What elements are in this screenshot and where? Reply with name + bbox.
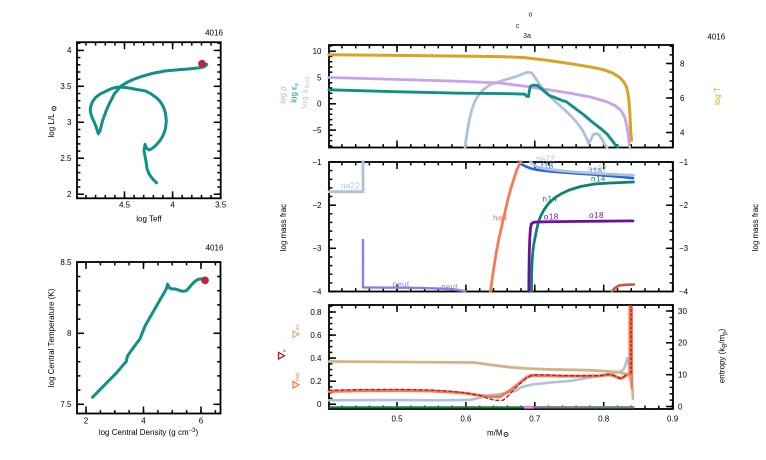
svg-text:log mass frac: log mass frac	[279, 204, 288, 252]
svg-text:neut: neut	[441, 283, 458, 292]
svg-text:0.9: 0.9	[667, 414, 679, 423]
svg-text:he4: he4	[493, 214, 508, 223]
svg-text:−4: −4	[679, 287, 689, 296]
svg-text:neut: neut	[393, 280, 410, 289]
svg-text:−2: −2	[312, 201, 322, 210]
svg-text:log L/L: log L/L	[47, 113, 56, 138]
svg-text:4016: 4016	[205, 28, 223, 37]
svg-text:4: 4	[680, 128, 685, 137]
svg-text:ne22: ne22	[536, 155, 555, 164]
svg-text:0.6: 0.6	[460, 414, 472, 423]
svg-text:2: 2	[84, 417, 89, 426]
svg-text:c: c	[516, 23, 520, 30]
svg-text:o: o	[528, 11, 532, 18]
svg-text:3: 3	[67, 118, 72, 127]
svg-text:−1: −1	[312, 158, 322, 167]
svg-text:0.7: 0.7	[529, 414, 541, 423]
svg-text:4.5: 4.5	[119, 200, 131, 209]
svg-text:30: 30	[678, 307, 687, 316]
svg-text:2.5: 2.5	[60, 154, 72, 163]
svg-text:o18: o18	[544, 213, 559, 222]
svg-text:5: 5	[317, 73, 322, 82]
svg-text:log εν: log εν	[290, 83, 301, 102]
svg-text:0.5: 0.5	[391, 414, 403, 423]
svg-text:log Central Temperature (K): log Central Temperature (K)	[47, 288, 56, 387]
svg-text:4: 4	[141, 417, 146, 426]
svg-text:6: 6	[680, 94, 685, 103]
svg-text:n14: n14	[591, 175, 606, 184]
svg-text:7.5: 7.5	[60, 400, 72, 409]
svg-text:3.5: 3.5	[60, 82, 72, 91]
svg-text:3.5: 3.5	[215, 200, 227, 209]
svg-text:−2: −2	[679, 201, 689, 210]
svg-text:0.8: 0.8	[310, 308, 322, 317]
svg-text:4016: 4016	[707, 33, 725, 42]
svg-text:0: 0	[317, 100, 322, 109]
svg-text:0: 0	[678, 402, 683, 411]
svg-text:−5: −5	[312, 126, 322, 135]
svg-text:−4: −4	[312, 287, 322, 296]
svg-text:3a: 3a	[523, 33, 531, 40]
svg-text:f18: f18	[541, 162, 554, 171]
svg-text:0.6: 0.6	[310, 331, 322, 340]
svg-text:4: 4	[170, 200, 175, 209]
svg-text:−3: −3	[312, 244, 322, 253]
svg-text:6: 6	[199, 417, 204, 426]
svg-text:8.5: 8.5	[60, 258, 72, 267]
svg-text:ne22: ne22	[588, 165, 607, 174]
svg-text:8: 8	[680, 59, 685, 68]
svg-text:m/M: m/M	[487, 429, 503, 438]
svg-text:0.4: 0.4	[310, 354, 322, 363]
svg-text:log Central Density (g cm−3): log Central Density (g cm−3)	[99, 428, 199, 437]
svg-text:f18: f18	[590, 167, 603, 176]
svg-text:rad: rad	[295, 373, 301, 381]
svg-text:ad: ad	[295, 324, 301, 330]
svg-text:log Teff: log Teff	[136, 214, 162, 223]
svg-text:entropy (kB/mp): entropy (kB/mp)	[718, 328, 729, 383]
svg-text:0.8: 0.8	[598, 414, 610, 423]
svg-text:log T: log T	[713, 87, 722, 105]
svg-text:2: 2	[67, 190, 72, 199]
svg-text:log ρ: log ρ	[279, 86, 288, 104]
svg-text:10: 10	[313, 47, 322, 56]
svg-text:10: 10	[678, 371, 687, 380]
svg-text:20: 20	[678, 339, 687, 348]
svg-text:−1: −1	[679, 158, 689, 167]
svg-text:0: 0	[317, 400, 322, 409]
svg-text:4: 4	[67, 46, 72, 55]
svg-text:8: 8	[67, 329, 72, 338]
svg-text:log εnuc: log εnuc	[300, 75, 311, 108]
svg-text:*: *	[283, 350, 286, 357]
svg-text:−3: −3	[679, 244, 689, 253]
svg-text:ne22: ne22	[341, 182, 360, 191]
svg-text:log mass frac: log mass frac	[751, 204, 760, 252]
svg-text:n14: n14	[543, 195, 558, 204]
svg-text:o18: o18	[589, 211, 604, 220]
svg-text:0.2: 0.2	[310, 377, 322, 386]
svg-text:4016: 4016	[206, 243, 224, 252]
